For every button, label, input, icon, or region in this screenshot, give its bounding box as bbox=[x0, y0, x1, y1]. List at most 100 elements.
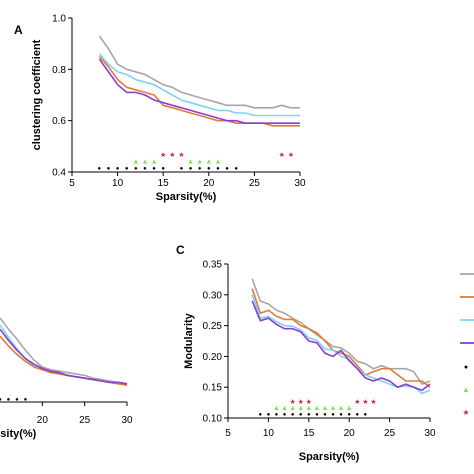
significance-marker: ● bbox=[347, 412, 351, 418]
legend-marker: ★ bbox=[462, 408, 469, 417]
significance-marker: ▲ bbox=[321, 405, 328, 412]
series-line bbox=[0, 335, 128, 386]
panel-a-chart: ● ● ● ● ● ● ● ● ● ● ● ● ● ● ●▲ ▲ ▲ ▲ ▲ ▲ ▲★ ★ ★ ★ ★5 10 15 20 25 300.… bbox=[14, 14, 306, 204]
y-tick-label: 1.0 bbox=[52, 14, 66, 25]
significance-marker: ● bbox=[259, 412, 263, 418]
series-line bbox=[0, 324, 128, 386]
x-tick-label: 25 bbox=[249, 178, 261, 189]
axis-line bbox=[227, 264, 430, 419]
y-tick-label: 0.6 bbox=[52, 116, 66, 127]
series-line bbox=[98, 55, 300, 127]
significance-marker: ● bbox=[7, 397, 11, 403]
y-tick-label: 0.8 bbox=[52, 65, 66, 76]
significance-marker: ★ bbox=[289, 398, 295, 406]
x-tick-label: 15 bbox=[303, 428, 315, 439]
significance-marker: ● bbox=[234, 166, 238, 172]
y-axis-label: Modularity bbox=[183, 312, 195, 368]
significance-marker: ● bbox=[107, 166, 111, 172]
significance-marker: ● bbox=[275, 412, 279, 418]
series-line bbox=[98, 35, 300, 109]
x-axis-label: Sparsity(%) bbox=[156, 191, 217, 203]
significance-marker: ★ bbox=[178, 151, 184, 159]
significance-marker: ● bbox=[152, 166, 156, 172]
significance-marker: ● bbox=[180, 166, 184, 172]
x-tick-label: 30 bbox=[294, 178, 306, 189]
x-tick-label: 5 bbox=[225, 428, 231, 439]
significance-marker: ★ bbox=[362, 398, 368, 406]
significance-marker: ▲ bbox=[297, 405, 304, 412]
significance-marker: ● bbox=[339, 412, 343, 418]
significance-marker: ● bbox=[225, 166, 229, 172]
y-tick-label: 0.10 bbox=[203, 414, 223, 425]
series-line bbox=[251, 278, 431, 385]
legend: ● ▲ ★ bbox=[460, 273, 474, 417]
series-line bbox=[98, 58, 300, 124]
significance-marker: ● bbox=[0, 397, 2, 403]
significance-marker: ▲ bbox=[305, 405, 312, 412]
significance-marker: ● bbox=[331, 412, 335, 418]
significance-marker: ● bbox=[134, 166, 138, 172]
x-axis-label: rsity(%) bbox=[0, 428, 37, 440]
significance-marker: ● bbox=[24, 397, 28, 403]
y-tick-label: 0.15 bbox=[203, 383, 223, 394]
significance-marker: ▲ bbox=[196, 158, 203, 165]
significance-marker: ● bbox=[143, 166, 147, 172]
significance-marker: ▲ bbox=[151, 158, 158, 165]
series-line bbox=[0, 328, 128, 385]
significance-marker: ▲ bbox=[214, 158, 221, 165]
legend-marker: ● bbox=[464, 364, 468, 371]
x-tick-label: 5 bbox=[69, 178, 75, 189]
x-tick-label: 10 bbox=[112, 178, 124, 189]
panel-label: C bbox=[176, 243, 185, 257]
significance-marker: ▲ bbox=[281, 405, 288, 412]
significance-marker: ▲ bbox=[338, 405, 345, 412]
significance-marker: ▲ bbox=[313, 405, 320, 412]
x-tick-label: 25 bbox=[79, 415, 91, 426]
x-tick-label: 20 bbox=[344, 428, 356, 439]
panel-c-chart: ● ● ● ● ● ● ● ● ● ● ● ● ● ●▲ ▲ ▲ ▲ ▲ ▲ ▲ ▲ ▲ ▲★ ★ ★ ★ ★ ★5 10 15 20 25 3… bbox=[176, 243, 436, 463]
y-tick-label: 0.20 bbox=[203, 352, 223, 363]
x-tick-label: 10 bbox=[263, 428, 275, 439]
significance-marker: ▲ bbox=[289, 405, 296, 412]
y-axis-label: clustering coefficient bbox=[31, 39, 43, 150]
significance-marker: ▲ bbox=[187, 158, 194, 165]
significance-marker: ▲ bbox=[346, 405, 353, 412]
significance-marker: ● bbox=[291, 412, 295, 418]
x-tick-label: 25 bbox=[384, 428, 396, 439]
significance-marker: ▲ bbox=[330, 405, 337, 412]
series-line bbox=[251, 300, 431, 392]
significance-marker: ● bbox=[98, 166, 102, 172]
significance-marker: ● bbox=[207, 166, 211, 172]
significance-marker: ▲ bbox=[141, 158, 148, 165]
significance-marker: ● bbox=[355, 412, 359, 418]
panel-label: A bbox=[14, 23, 23, 37]
significance-marker: ▲ bbox=[273, 405, 280, 412]
significance-marker: ● bbox=[283, 412, 287, 418]
significance-marker: ● bbox=[189, 166, 193, 172]
x-tick-label: 30 bbox=[424, 428, 436, 439]
significance-marker: ★ bbox=[354, 398, 360, 406]
significance-marker: ● bbox=[307, 412, 311, 418]
significance-marker: ● bbox=[198, 166, 202, 172]
significance-marker: ★ bbox=[279, 151, 285, 159]
significance-marker: ▲ bbox=[205, 158, 212, 165]
series-line bbox=[0, 317, 128, 385]
significance-marker: ★ bbox=[370, 398, 376, 406]
significance-marker: ★ bbox=[298, 398, 304, 406]
series-line bbox=[98, 53, 300, 117]
significance-marker: ● bbox=[216, 166, 220, 172]
axis-line bbox=[71, 18, 300, 173]
significance-marker: ★ bbox=[288, 151, 294, 159]
significance-marker: ● bbox=[267, 412, 271, 418]
significance-marker: ● bbox=[323, 412, 327, 418]
significance-marker: ● bbox=[299, 412, 303, 418]
y-tick-label: 0.35 bbox=[203, 260, 223, 271]
significance-marker: ● bbox=[15, 397, 19, 403]
significance-marker: ▲ bbox=[132, 158, 139, 165]
significance-marker: ★ bbox=[169, 151, 175, 159]
x-tick-label: 20 bbox=[203, 178, 215, 189]
significance-marker: ● bbox=[116, 166, 120, 172]
y-tick-label: 0.30 bbox=[203, 290, 223, 301]
significance-marker: ● bbox=[364, 412, 368, 418]
x-tick-label: 20 bbox=[37, 415, 49, 426]
